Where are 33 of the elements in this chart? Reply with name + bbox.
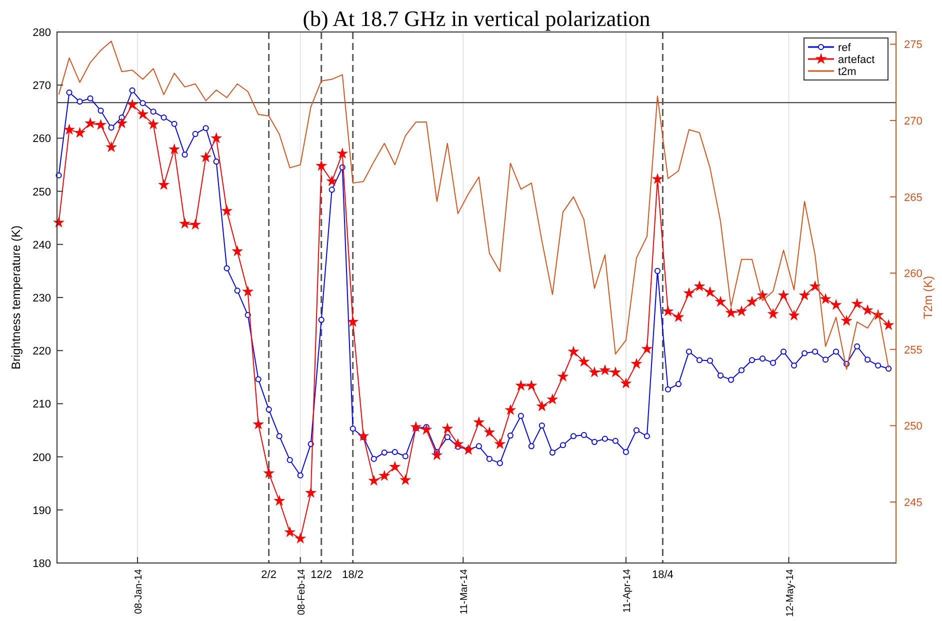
y-tick-label: 180 — [32, 558, 51, 570]
y-tick-label: 250 — [32, 186, 51, 198]
ref-line-label: 2/2 — [261, 569, 276, 581]
x-tick-label: 12-May-14 — [784, 568, 796, 617]
x-tick-label: 08-Feb-14 — [296, 568, 308, 616]
y2-tick-label: 250 — [904, 420, 922, 433]
x-tick-label: 11-Mar-14 — [459, 568, 470, 614]
legend-label: artefact — [838, 54, 875, 66]
ref-line-label: 18/4 — [652, 569, 674, 581]
ref-line-label: 18/2 — [342, 569, 364, 581]
y2-tick-label: 270 — [904, 116, 922, 128]
y-tick-label: 230 — [32, 292, 51, 304]
y-tick-label: 260 — [32, 133, 51, 146]
y-tick-label: 220 — [32, 346, 51, 358]
y2-tick-label: 275 — [904, 39, 922, 52]
legend-label: ref — [838, 42, 852, 54]
y-tick-label: 190 — [32, 504, 51, 517]
x-tick-label: 08-Jan-14 — [134, 568, 145, 614]
y-tick-label: 200 — [32, 452, 51, 464]
y2-tick-label: 245 — [904, 496, 922, 509]
y2-tick-label: 265 — [904, 192, 922, 204]
y2-tick-label: 255 — [904, 344, 922, 356]
y2-tick-label: 260 — [904, 268, 922, 280]
x-tick-label: 11-Apr-14 — [622, 568, 633, 613]
y-tick-label: 210 — [32, 398, 51, 411]
y-tick-label: 270 — [32, 80, 51, 92]
chart-title: (b) At 18.7 GHz in vertical polarization — [302, 6, 650, 31]
y2-axis-title: T2m (K) — [921, 276, 935, 320]
y-tick-label: 240 — [32, 239, 51, 252]
ref-line-label: 12/2 — [310, 569, 332, 581]
y-tick-label: 280 — [32, 27, 51, 39]
y-axis-title: Brightness temperature (K) — [9, 225, 23, 370]
legend-label: t2m — [838, 66, 856, 78]
